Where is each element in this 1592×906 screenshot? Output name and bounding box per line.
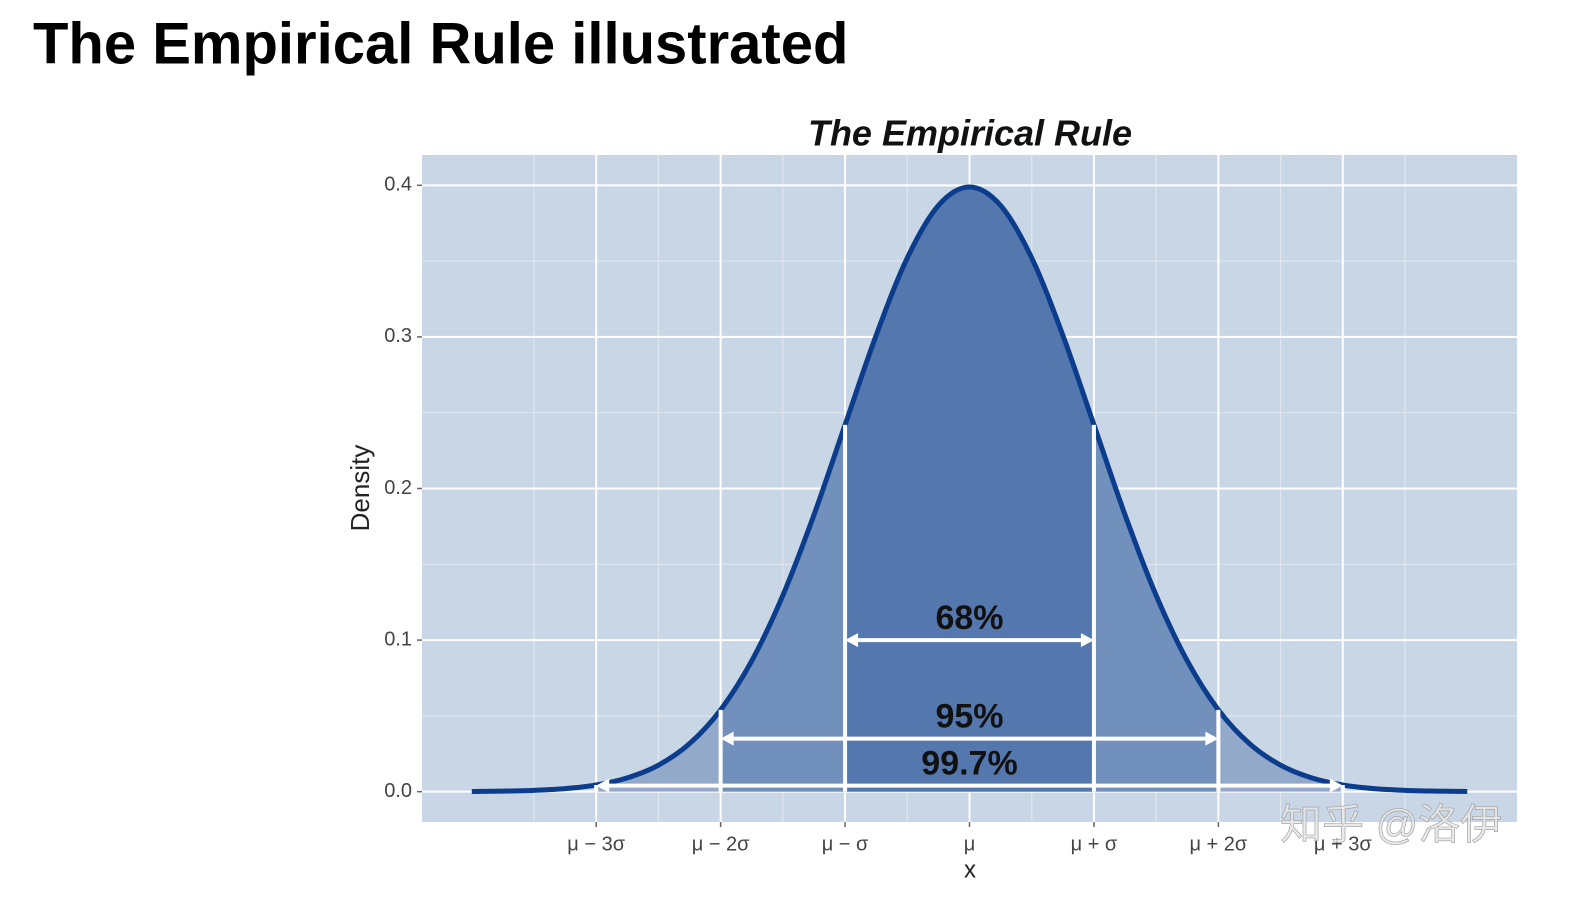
region-label: 68% bbox=[935, 599, 1003, 637]
x-tick-label: μ − σ bbox=[822, 833, 869, 855]
slide-title: The Empirical Rule illustrated bbox=[33, 11, 848, 76]
y-tick-label: 0.0 bbox=[384, 780, 412, 802]
arrow-head bbox=[596, 778, 610, 793]
x-tick-label: μ + σ bbox=[1071, 833, 1118, 855]
x-tick-label: μ + 3σ bbox=[1314, 833, 1372, 855]
arrow-head bbox=[1080, 633, 1094, 648]
y-tick-label: 0.3 bbox=[384, 325, 412, 347]
x-axis-label: x bbox=[964, 856, 976, 883]
arrow-head bbox=[1329, 778, 1343, 793]
arrow-head bbox=[845, 633, 859, 648]
x-tick-label: μ + 2σ bbox=[1189, 833, 1247, 855]
y-axis-label: Density bbox=[345, 445, 375, 532]
y-tick-label: 0.4 bbox=[384, 174, 412, 196]
arrow-head bbox=[1205, 731, 1219, 746]
y-tick-label: 0.1 bbox=[384, 628, 412, 650]
region-label: 95% bbox=[935, 698, 1003, 736]
x-tick-label: μ − 3σ bbox=[567, 833, 625, 855]
arrow-head bbox=[720, 731, 734, 746]
region-label: 99.7% bbox=[921, 745, 1017, 783]
chart: μ − 3σ μ − 2σ μ − σ μ μ + σ μ + 2σ μ + 3σ 0.0 0.… bbox=[384, 155, 1517, 855]
x-tick-label: μ − 2σ bbox=[692, 833, 750, 855]
density-curve bbox=[471, 184, 1468, 795]
watermark: 知乎 @洛伊 bbox=[1280, 801, 1502, 848]
x-tick-label: μ bbox=[964, 833, 976, 855]
chart-title: The Empirical Rule bbox=[808, 113, 1132, 154]
y-tick-label: 0.2 bbox=[384, 477, 412, 499]
